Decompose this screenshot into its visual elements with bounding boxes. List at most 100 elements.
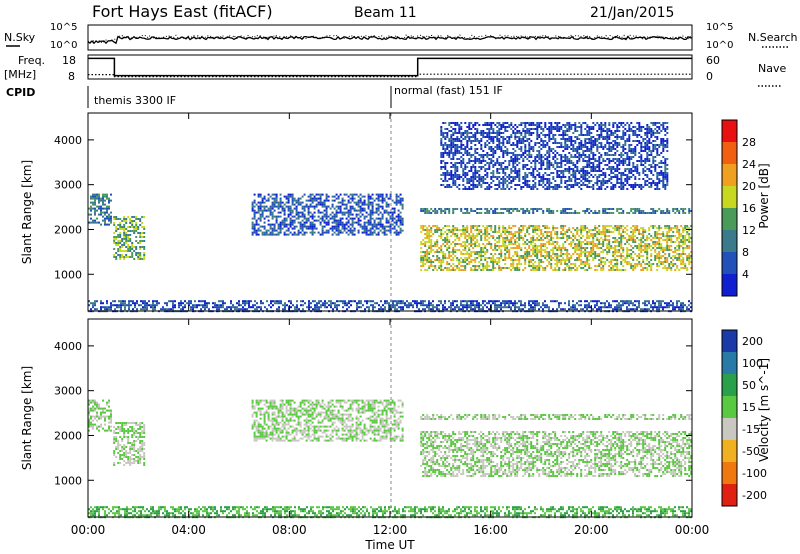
echo-cell: [680, 241, 683, 243]
echo-cell: [546, 144, 549, 146]
echo-cell: [544, 257, 547, 259]
echo-cell: [630, 156, 633, 158]
echo-cell: [612, 168, 615, 170]
echo-cell: [634, 134, 637, 136]
echo-cell: [640, 212, 643, 214]
echo-cell: [560, 259, 563, 261]
echo-cell: [488, 265, 491, 267]
echo-cell: [339, 229, 342, 232]
echo-cell: [526, 184, 529, 186]
echo-cell: [522, 164, 525, 166]
echo-cell: [602, 168, 605, 170]
echo-cell: [634, 229, 637, 231]
echo-cell: [520, 122, 523, 124]
echo-cell: [612, 158, 615, 160]
echo-cell: [438, 267, 441, 269]
echo-cell: [494, 253, 497, 255]
echo-cell: [528, 154, 531, 156]
echo-cell: [277, 207, 280, 210]
echo-cell: [259, 229, 262, 232]
echo-cell: [325, 229, 328, 232]
echo-cell: [488, 188, 491, 190]
echo-cell: [580, 168, 583, 170]
echo-cell: [566, 249, 569, 251]
echo-cell: [102, 193, 104, 196]
echo-cell: [534, 261, 537, 263]
echo-cell: [420, 259, 423, 261]
echo-cell: [582, 263, 585, 265]
echo-cell: [498, 142, 501, 144]
echo-cell: [462, 241, 465, 243]
echo-cell: [456, 243, 459, 245]
echo-cell: [289, 211, 292, 214]
echo-cell: [616, 164, 619, 166]
echo-cell: [464, 136, 467, 138]
echo-cell: [502, 168, 505, 170]
echo-cell: [542, 269, 545, 271]
echo-cell: [351, 231, 354, 234]
echo-cell: [117, 242, 120, 244]
echo-cell: [564, 148, 567, 150]
echo-cell: [458, 229, 461, 231]
echo-cell: [570, 138, 573, 140]
echo-cell: [570, 186, 573, 188]
echo-cell: [273, 215, 276, 218]
echo-cell: [512, 261, 515, 263]
echo-cell: [496, 146, 499, 148]
echo-cell: [385, 209, 388, 212]
echo-cell: [516, 146, 519, 148]
echo-cell: [452, 166, 455, 168]
echo-cell: [106, 209, 108, 212]
echo-cell: [518, 231, 521, 233]
echo-cell: [610, 259, 613, 261]
echo-cell: [626, 158, 629, 160]
echo-cell: [289, 231, 292, 234]
echo-cell: [466, 126, 469, 128]
echo-cell: [251, 205, 254, 208]
echo-cell: [442, 269, 445, 271]
echo-cell: [584, 138, 587, 140]
echo-cell: [530, 255, 533, 257]
echo-cell: [309, 221, 312, 224]
echo-cell: [496, 178, 499, 180]
echo-cell: [574, 156, 577, 158]
echo-cell: [393, 227, 396, 230]
echo-cell: [606, 253, 609, 255]
echo-cell: [518, 255, 521, 257]
echo-cell: [670, 267, 673, 269]
echo-cell: [255, 211, 258, 214]
echo-cell: [540, 128, 543, 130]
echo-cell: [532, 170, 535, 172]
echo-cell: [474, 158, 477, 160]
echo-cell: [476, 229, 479, 231]
echo-cell: [399, 223, 402, 226]
echo-cell: [317, 203, 320, 206]
echo-cell: [598, 265, 601, 267]
echo-cell: [522, 138, 525, 140]
echo-cell: [494, 247, 497, 249]
echo-cell: [648, 265, 651, 267]
echo-cell: [620, 269, 623, 271]
echo-cell: [688, 208, 691, 210]
echo-cell: [604, 239, 607, 241]
echo-cell: [620, 162, 623, 164]
echo-cell: [612, 140, 615, 142]
echo-cell: [616, 174, 619, 176]
echo-cell: [632, 247, 635, 249]
echo-cell: [462, 253, 465, 255]
echo-cell: [474, 168, 477, 170]
echo-cell: [632, 184, 635, 186]
echo-cell: [444, 164, 447, 166]
echo-cell: [512, 144, 515, 146]
echo-cell: [524, 124, 527, 126]
echo-cell: [614, 148, 617, 150]
echo-cell: [602, 148, 605, 150]
echo-cell: [686, 259, 689, 261]
echo-cell: [498, 267, 501, 269]
echo-cell: [684, 235, 687, 237]
echo-cell: [478, 178, 481, 180]
echo-cell: [428, 267, 431, 269]
echo-cell: [450, 122, 453, 124]
echo-cell: [524, 182, 527, 184]
echo-cell: [444, 166, 447, 168]
